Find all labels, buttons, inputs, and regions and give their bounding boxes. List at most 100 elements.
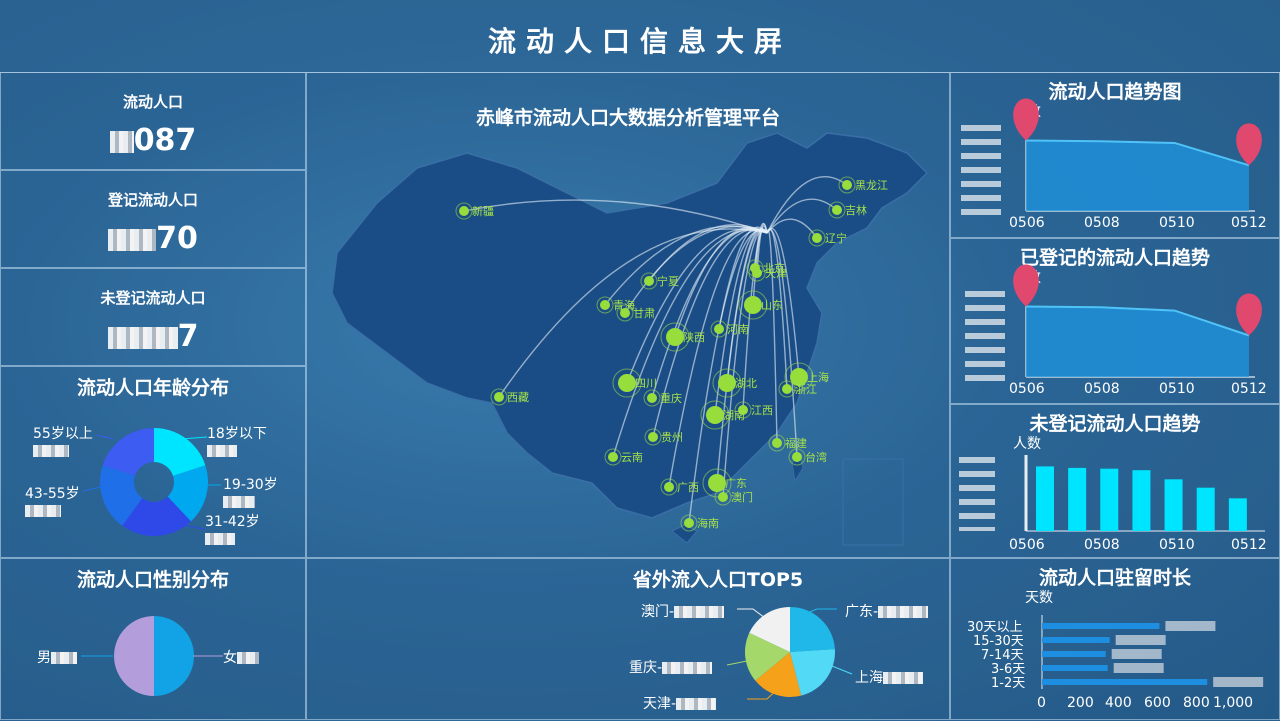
city-ring bbox=[838, 176, 856, 194]
city-dot bbox=[714, 324, 724, 334]
trend2-marker-pin bbox=[1013, 264, 1039, 307]
city-ring bbox=[680, 514, 698, 532]
y-tick: 15-30天 bbox=[973, 634, 1024, 649]
stat-panel-unregistered: 未登记流动人口 7 bbox=[0, 268, 306, 366]
age-donut-chart bbox=[82, 428, 221, 536]
city-ring bbox=[604, 448, 622, 466]
trend3-bar bbox=[1132, 470, 1151, 531]
city-ring bbox=[644, 428, 662, 446]
x-tick: 0512 bbox=[1231, 381, 1267, 397]
city-dot bbox=[790, 368, 808, 386]
city-ring bbox=[808, 229, 826, 247]
stay-bar-chart bbox=[1041, 615, 1264, 689]
city-dot bbox=[459, 206, 469, 216]
page-title: 流动人口信息大屏 bbox=[487, 25, 792, 58]
age-chart-title: 流动人口年龄分布 bbox=[76, 377, 229, 399]
city-label: 新疆 bbox=[472, 204, 494, 218]
gender-pie-chart bbox=[81, 616, 223, 696]
city-label: 上海 bbox=[807, 370, 829, 384]
age-slice bbox=[102, 428, 154, 476]
x-tick: 0506 bbox=[1009, 215, 1045, 231]
x-tick: 0506 bbox=[1009, 381, 1045, 397]
city-label: 福建 bbox=[785, 436, 807, 450]
city-dot bbox=[772, 438, 782, 448]
city-label: 浙江 bbox=[795, 383, 817, 396]
trend3-bar bbox=[1036, 466, 1054, 531]
age-legend-19-30: 19-30岁 bbox=[223, 474, 278, 510]
trend2-area-chart bbox=[1013, 264, 1262, 378]
trend3-bar-chart bbox=[1024, 455, 1265, 532]
city-dot bbox=[812, 233, 822, 243]
age-legend-under18: 18岁以下 bbox=[207, 423, 267, 459]
top5-legend-tianjin: 天津- bbox=[643, 693, 717, 713]
migration-line bbox=[766, 228, 788, 390]
trend3-panel: 未登记流动人口趋势 人数 0506 0508 0510 0512 bbox=[950, 404, 1280, 558]
city-ring bbox=[596, 296, 614, 314]
x-tick: 0510 bbox=[1159, 381, 1195, 397]
trend3-bar bbox=[1164, 479, 1183, 531]
city-dot bbox=[647, 393, 657, 403]
stay-value-label bbox=[1111, 649, 1162, 659]
city-label: 西藏 bbox=[507, 391, 529, 404]
top5-legend-shanghai: 上海 bbox=[855, 667, 923, 687]
city-ring bbox=[455, 202, 473, 220]
city-label: 湖北 bbox=[735, 377, 757, 390]
top5-slice bbox=[790, 649, 835, 696]
x-tick: 0 bbox=[1037, 695, 1046, 711]
city-label: 湖南 bbox=[723, 409, 745, 422]
stay-value-label bbox=[1213, 677, 1264, 687]
top5-slice bbox=[749, 607, 790, 652]
city-label: 广东 bbox=[725, 477, 747, 490]
x-tick: 400 bbox=[1105, 695, 1132, 711]
city-dot bbox=[666, 328, 684, 346]
city-dot bbox=[706, 406, 724, 424]
trend1-panel: 流动人口趋势图 人数 0506 0508 0510 0512 bbox=[950, 72, 1280, 238]
city-label: 陕西 bbox=[683, 330, 705, 344]
gender-chart-title: 流动人口性别分布 bbox=[76, 569, 229, 591]
city-ring bbox=[660, 478, 678, 496]
city-dot bbox=[718, 374, 736, 392]
city-ring bbox=[768, 434, 786, 452]
top5-chart-title: 省外流入人口TOP5 bbox=[632, 569, 804, 591]
city-label: 甘肃 bbox=[633, 307, 655, 320]
city-ring bbox=[784, 362, 814, 392]
stay-bar bbox=[1042, 665, 1108, 671]
city-dot bbox=[494, 392, 504, 402]
x-tick: 800 bbox=[1183, 695, 1210, 711]
x-tick: 0508 bbox=[1084, 381, 1120, 397]
age-legend-over55: 55岁以上 bbox=[33, 423, 93, 459]
stat-value: 7 bbox=[1, 319, 305, 354]
trend3-bar bbox=[1196, 487, 1215, 531]
gender-slice bbox=[154, 616, 194, 696]
city-dot bbox=[648, 432, 658, 442]
stat-label: 未登记流动人口 bbox=[100, 289, 206, 307]
trend2-line bbox=[1025, 305, 1250, 337]
x-tick: 200 bbox=[1067, 695, 1094, 711]
y-tick: 7-14天 bbox=[981, 648, 1024, 663]
trend3-y-ticks bbox=[959, 457, 995, 531]
header-bar: 流动人口信息大屏 bbox=[0, 0, 1280, 73]
city-label: 四川 bbox=[635, 377, 657, 390]
city-dot bbox=[644, 276, 654, 286]
city-ring bbox=[712, 368, 742, 398]
stay-value-label bbox=[1113, 663, 1164, 673]
trend2-panel: 已登记的流动人口趋势 人数 0506 0508 0510 0512 bbox=[950, 238, 1280, 404]
city-ring bbox=[748, 264, 766, 282]
city-ring bbox=[640, 272, 658, 290]
city-label: 广西 bbox=[677, 481, 699, 494]
city-label: 辽宁 bbox=[825, 231, 847, 245]
migration-line bbox=[766, 198, 838, 234]
city-label: 山东 bbox=[761, 299, 783, 312]
city-label: 吉林 bbox=[845, 203, 867, 217]
city-dot bbox=[752, 268, 762, 278]
trend1-area-chart bbox=[1013, 98, 1262, 212]
stat-label: 登记流动人口 bbox=[107, 191, 198, 209]
trend1-marker-pin bbox=[1013, 98, 1039, 141]
map-panel: 赤峰市流动人口大数据分析管理平台 新疆 黑龙江 吉林 辽宁 宁夏 北京 天津 青海 甘肃 山东 陕西… bbox=[306, 72, 950, 558]
y-tick: 30天以上 bbox=[967, 620, 1023, 635]
stay-value-label bbox=[1165, 621, 1216, 631]
top5-legend-guangdong: 广东- bbox=[845, 601, 929, 621]
city-label: 河南 bbox=[727, 323, 749, 336]
top5-panel: 省外流入人口TOP5 广东- 上海 天津- 重庆- 澳门- bbox=[306, 558, 950, 720]
